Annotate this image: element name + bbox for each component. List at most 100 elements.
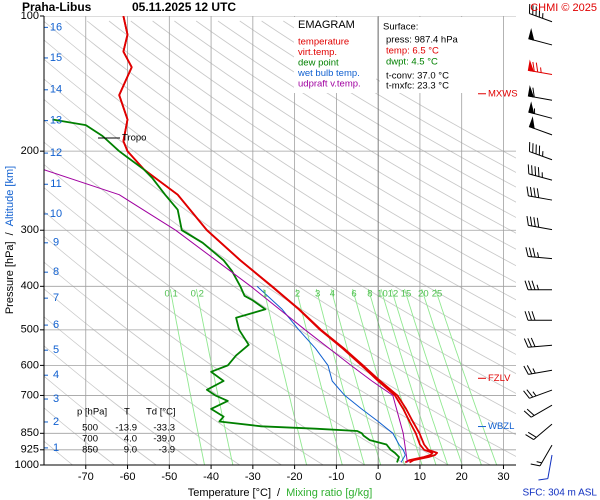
surface-box	[380, 17, 470, 93]
wind-barb	[523, 337, 553, 348]
barb-full	[524, 280, 529, 290]
mixing-ratio-label: 2	[295, 289, 300, 300]
mixing-ratio-label: 6	[351, 289, 356, 300]
table-cell: -13.9	[115, 423, 137, 434]
barb-staff	[547, 454, 553, 479]
legend-title: EMAGRAM	[298, 19, 355, 31]
wind-barb	[523, 404, 553, 418]
y-tick-label: 1000	[15, 459, 39, 471]
altitude-label: 16	[50, 21, 62, 33]
station-title: Praha-Libus	[22, 0, 92, 14]
barb-full	[523, 390, 530, 399]
mixing-ratio-label: 20	[418, 289, 429, 300]
legend-entry: wet bulb temp.	[297, 68, 360, 79]
mixing-ratio-line	[380, 288, 437, 465]
barb-staff	[529, 389, 553, 399]
credit: CHMI © 2025	[530, 2, 597, 14]
dry-adiabat	[44, 39, 516, 355]
mixing-ratio-line	[169, 288, 205, 465]
mixing-ratio-label: Mixing ratio [g/kg]	[286, 487, 372, 499]
altitude-label: 12	[50, 147, 62, 159]
mixing-ratio-label: 0.2	[191, 289, 204, 300]
x-tick-label: -20	[287, 471, 303, 483]
mixing-ratio-label: 1	[262, 289, 267, 300]
dry-adiabat	[44, 345, 199, 465]
y-tick-label: 600	[21, 359, 39, 371]
altitude-label: 15	[50, 52, 62, 64]
dry-adiabat	[261, 20, 516, 173]
barb-staff	[528, 224, 553, 231]
dry-adiabat	[44, 187, 449, 465]
altitude-label: 6	[53, 319, 59, 331]
table-header: T	[124, 407, 130, 418]
profile-line	[52, 118, 400, 463]
altitude-label: 9	[53, 237, 59, 249]
barb-full	[528, 311, 532, 321]
barb-full	[532, 61, 535, 72]
x-tick-label: 30	[497, 471, 509, 483]
mixing-ratio-line	[421, 288, 482, 465]
barb-full	[528, 280, 532, 290]
table-cell: 9.0	[124, 445, 137, 456]
altitude-label: 10	[50, 208, 62, 220]
mixing-ratio-line	[330, 288, 382, 465]
barb-full	[533, 187, 536, 198]
level-label: MXWS	[488, 88, 518, 99]
x-tick-label: -30	[245, 471, 261, 483]
altitude-label: Altitude [km]	[4, 166, 16, 227]
barb-full	[538, 478, 548, 481]
barb-staff	[528, 256, 553, 260]
barb-full	[529, 187, 533, 197]
barb-full	[525, 247, 529, 257]
dry-adiabat	[130, 20, 516, 267]
wind-barb	[530, 444, 553, 467]
barb-pennant	[528, 101, 535, 115]
barb-full	[527, 431, 537, 438]
profile-line	[118, 16, 438, 464]
table-cell: 4.0	[124, 434, 137, 445]
mixing-ratio-label: 4	[330, 289, 335, 300]
dry-adiabat	[44, 316, 240, 465]
barb-full	[536, 188, 540, 198]
altitude-label: 2	[53, 416, 59, 428]
barb-full	[523, 410, 532, 418]
altitude-label: 4	[53, 369, 59, 381]
barb-staff	[533, 423, 553, 440]
surface-value: t-mxfc: 23.3 °C	[386, 81, 449, 92]
wind-barb	[524, 311, 552, 321]
table-header: p [hPa]	[77, 407, 107, 418]
x-tick-label: 0	[375, 471, 381, 483]
barb-full	[533, 217, 536, 227]
mixing-ratio-line	[390, 288, 449, 465]
y-tick-label: 925	[21, 444, 39, 456]
altitude-label: 14	[50, 84, 62, 96]
mixing-ratio-line	[367, 288, 423, 465]
wind-barb	[526, 215, 553, 231]
barb-half	[537, 252, 540, 258]
barb-staff	[539, 444, 553, 467]
profile-line	[256, 285, 406, 463]
wind-barb	[527, 59, 553, 76]
dry-adiabat	[44, 375, 157, 465]
mixing-ratio-line	[195, 288, 234, 465]
surface-value: press: 987.4 hPa	[386, 35, 459, 46]
barb-half	[536, 284, 539, 290]
wind-barb	[524, 280, 552, 291]
dry-adiabat	[44, 20, 516, 337]
date-title: 05.11.2025 12 UTC	[132, 0, 236, 14]
barb-staff	[528, 173, 553, 181]
x-tick-label: -70	[78, 471, 94, 483]
barb-full	[529, 216, 533, 227]
barb-full	[536, 217, 540, 228]
surface-value: dwpt: 4.5 °C	[386, 57, 438, 68]
barb-full	[531, 280, 536, 290]
dry-adiabat	[44, 211, 408, 465]
dry-adiabat	[44, 78, 516, 394]
x-axis-label: Temperature [°C]	[188, 487, 271, 499]
x-tick-label: -40	[203, 471, 219, 483]
surface-title: Surface:	[383, 22, 418, 33]
wind-barb	[528, 142, 553, 161]
barb-pennant	[528, 116, 535, 130]
wind-barb	[526, 186, 553, 201]
